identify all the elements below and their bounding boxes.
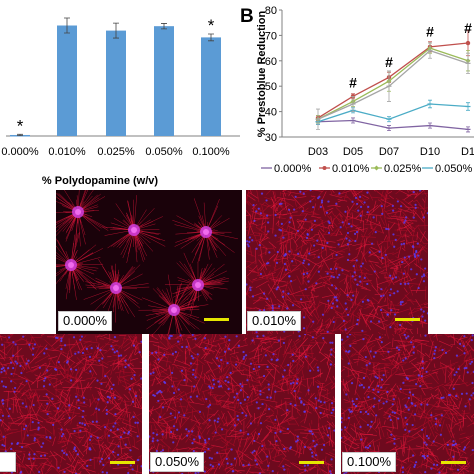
image-texture [0, 334, 142, 474]
series-line-3 [317, 103, 469, 123]
error-bar-3 [161, 23, 167, 30]
series-1 [315, 29, 471, 121]
error-bar-0 [17, 133, 23, 137]
y-tick-label-1: 40 [265, 107, 277, 119]
micrograph-image [149, 334, 335, 474]
series-line-2 [317, 47, 469, 120]
significance-mark-0: * [17, 116, 24, 135]
scale-bar [110, 461, 135, 464]
legend-label-1: 0.010% [332, 163, 370, 175]
micrograph-0025 [0, 334, 142, 474]
x-tick-label-1: D05 [343, 146, 363, 158]
image-texture [149, 334, 335, 474]
series-4 [315, 42, 471, 130]
line-chart-y-axis-label: % Prestoblue Reduction [256, 10, 268, 137]
bar-tick-label-2: 0.025% [97, 146, 135, 158]
y-tick-label-4: 70 [265, 30, 277, 42]
annotation-3: # [464, 20, 472, 36]
image-texture [56, 190, 238, 334]
bar-tick-label-0: 0.000% [1, 146, 39, 158]
line-chart-legend: 0.000% 0.010% 0.025% 0.050% [261, 163, 473, 175]
x-tick-label-2: D07 [379, 146, 399, 158]
micrograph-label [0, 452, 16, 472]
bar-tick-label-3: 0.050% [145, 146, 183, 158]
annotation-1: # [385, 54, 393, 70]
micrograph-label: 0.100% [342, 452, 397, 472]
charts-area: * * 0.000% 0.010% 0.025% 0.050% 0.100% % Poly… [1, 5, 474, 187]
micrograph-image [0, 334, 142, 474]
legend-label-0: 0.000% [274, 163, 312, 175]
legend-marker-1 [322, 166, 327, 170]
line-chart: B % Prestoblue Reduction 30 40 50 60 70 80 D0… [240, 5, 474, 175]
significance-mark-4: * [208, 16, 215, 35]
micrograph-0100: 0.100% [341, 334, 474, 474]
legend-label-3: 0.050% [435, 163, 473, 175]
bar-4 [201, 37, 221, 136]
bar-chart-x-axis-label: % Polydopamine (w/v) [42, 175, 158, 187]
micrograph-label: 0.010% [247, 311, 302, 331]
error-bar-4 [208, 33, 214, 42]
annotation-2: # [426, 24, 434, 40]
scale-bar [299, 461, 324, 464]
image-texture [246, 190, 428, 334]
bar-1 [57, 25, 77, 136]
bar-3 [154, 26, 174, 136]
x-tick-label-3: D10 [420, 146, 440, 158]
legend-marker-2 [374, 165, 379, 171]
y-tick-label-0: 30 [265, 132, 277, 144]
x-tick-label-4: D1 [461, 146, 474, 158]
bar-tick-label-4: 0.100% [192, 146, 230, 158]
y-tick-label-2: 50 [265, 81, 277, 93]
micrograph-image [341, 334, 474, 474]
scale-bar [395, 318, 420, 321]
micrograph-0010: 0.010% [246, 190, 428, 334]
series-0 [315, 117, 471, 133]
scale-bar [204, 318, 229, 321]
error-bar-1 [64, 17, 70, 34]
micrograph-image [246, 190, 428, 334]
x-tick-label-0: D03 [308, 146, 328, 158]
micrograph-image [56, 190, 242, 334]
bar-2 [106, 30, 126, 137]
micrograph-label: 0.050% [150, 452, 205, 472]
series-line-0 [317, 119, 469, 131]
error-bar-2 [113, 22, 119, 39]
legend-label-2: 0.025% [384, 163, 422, 175]
micrograph-label: 0.000% [58, 311, 113, 331]
panel-letter-b: B [240, 6, 254, 27]
y-tick-label-3: 60 [265, 56, 277, 68]
annotation-0: # [349, 74, 357, 90]
scale-bar [441, 461, 466, 464]
micrograph-0000: 0.000% [56, 190, 242, 334]
image-background [246, 190, 428, 334]
y-tick-label-5: 80 [265, 5, 277, 17]
micrograph-0050: 0.050% [149, 334, 335, 474]
bar-chart: * * 0.000% 0.010% 0.025% 0.050% 0.100% % Poly… [1, 16, 240, 187]
series-point-1-4 [465, 40, 471, 46]
bar-tick-label-1: 0.010% [48, 146, 86, 158]
series-line-4 [317, 49, 469, 120]
series-line-1 [317, 42, 469, 119]
